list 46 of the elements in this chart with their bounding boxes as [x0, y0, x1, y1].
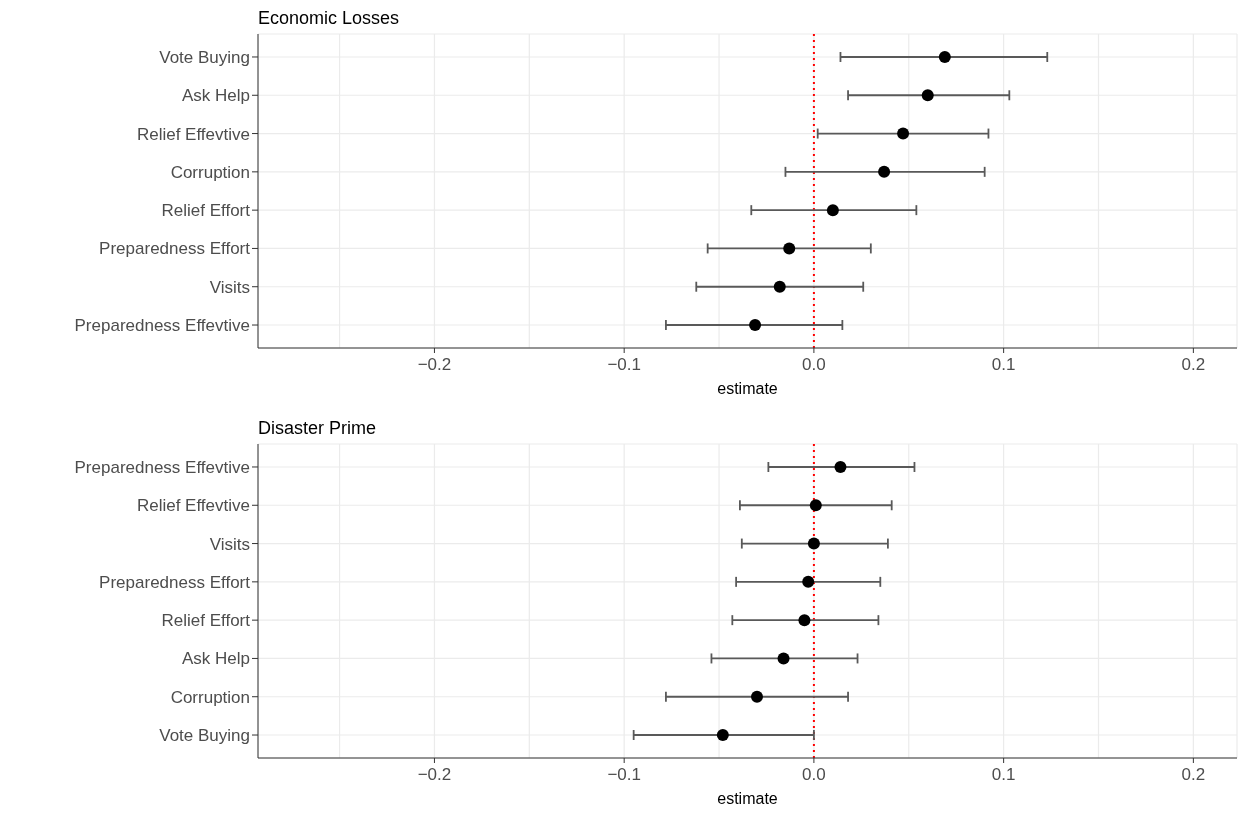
y-tick-label: Relief Effevtive [136, 496, 250, 516]
x-axis-title: estimate [717, 790, 778, 807]
x-tick-label: 0.2 [1181, 765, 1206, 784]
y-tick-label: Preparedness Effort [99, 239, 251, 259]
chart-title: Disaster Prime [258, 418, 377, 439]
y-tick-label: Visits [209, 277, 250, 297]
x-axis-title: estimate [717, 380, 778, 397]
point [878, 165, 891, 178]
point [809, 499, 822, 512]
x-tick-label: 0.1 [991, 355, 1016, 374]
y-tick-label: Preparedness Effort [99, 572, 251, 592]
point [802, 575, 815, 588]
y-tick-label: Visits [209, 534, 250, 554]
y-tick-label: Ask Help [181, 649, 250, 669]
y-tick-label: Preparedness Effevtive [74, 458, 250, 478]
point [716, 729, 729, 742]
y-tick-label: Relief Effort [161, 201, 251, 221]
x-tick-label: −0.2 [417, 765, 452, 784]
x-tick-label: −0.1 [607, 355, 641, 374]
point [777, 652, 790, 665]
point [750, 690, 763, 703]
point [807, 537, 820, 550]
y-tick-label: Relief Effevtive [136, 124, 250, 144]
point [749, 319, 762, 332]
point [834, 460, 847, 473]
point [826, 204, 839, 217]
x-tick-label: −0.1 [607, 765, 641, 784]
x-tick-label: 0.0 [802, 765, 826, 784]
x-tick-label: −0.2 [417, 355, 452, 374]
chart-title: Economic Losses [258, 8, 400, 29]
point [921, 89, 934, 102]
point [773, 280, 786, 293]
point [938, 50, 951, 63]
y-tick-label: Corruption [170, 687, 250, 707]
y-tick-label: Relief Effort [161, 611, 251, 631]
y-tick-label: Vote Buying [159, 726, 250, 746]
x-tick-label: 0.1 [991, 765, 1016, 784]
y-tick-label: Corruption [170, 162, 250, 182]
y-tick-label: Vote Buying [159, 48, 250, 68]
point [783, 242, 796, 255]
y-tick-label: Preparedness Effevtive [74, 316, 250, 336]
x-tick-label: 0.2 [1181, 355, 1206, 374]
y-tick-label: Ask Help [181, 86, 250, 106]
x-tick-label: 0.0 [802, 355, 826, 374]
point [798, 614, 811, 627]
point [897, 127, 910, 140]
